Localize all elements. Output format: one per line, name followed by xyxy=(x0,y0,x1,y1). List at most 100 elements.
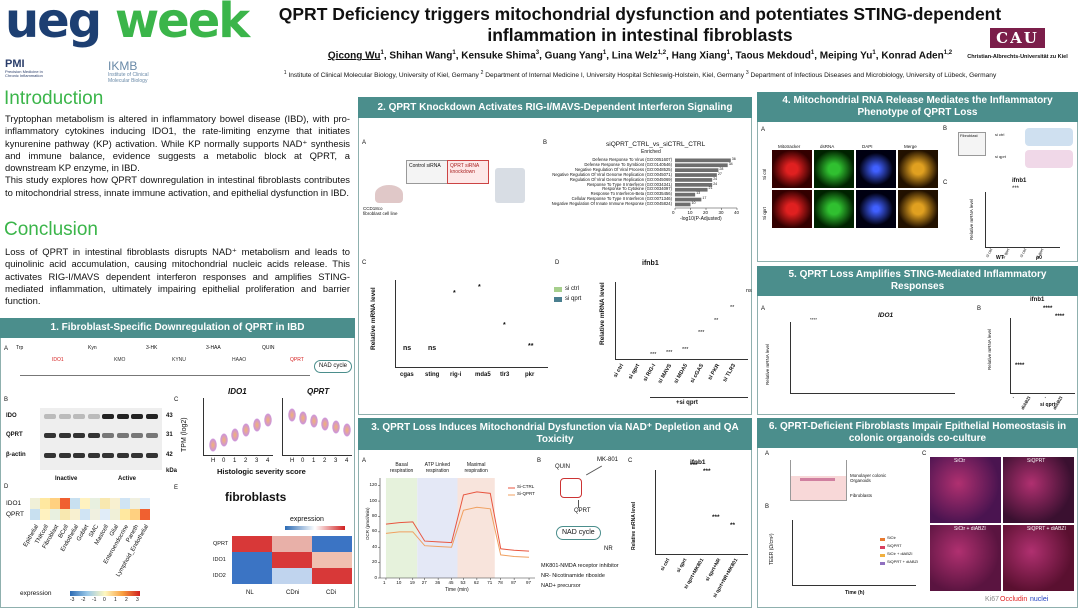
band-label: β-actin xyxy=(6,452,26,458)
micrograph xyxy=(856,190,896,228)
poster-title: QPRT Deficiency triggers mitochondrial d… xyxy=(278,4,1002,45)
organoid-layer xyxy=(800,478,835,481)
x-axis-label: Histologic severity score xyxy=(217,467,306,476)
legend-label: Si-QPRT xyxy=(517,491,535,496)
micrograph xyxy=(1003,525,1074,591)
y-axis-label: Relative mRNA level xyxy=(969,198,974,240)
band xyxy=(44,453,56,458)
schematic-plate xyxy=(1025,128,1073,146)
x-tick-label: 4 xyxy=(345,458,349,464)
panel-letter: B xyxy=(543,140,548,146)
heatmap-cell xyxy=(60,509,70,520)
x-tick-label: 10 xyxy=(396,580,402,585)
heatmap-cell xyxy=(30,509,40,520)
heatmap-cell xyxy=(110,509,120,520)
band xyxy=(145,433,158,438)
panel-letter: B xyxy=(4,397,9,403)
chart-title: ifnb1 xyxy=(690,459,706,466)
heatmap-cell xyxy=(140,498,150,509)
axes xyxy=(790,322,955,394)
intro-heading: Introduction xyxy=(4,88,104,109)
column-label: dsRNA xyxy=(820,144,835,149)
x-tick-label: 1 xyxy=(312,458,316,464)
micrograph xyxy=(772,150,812,188)
legend-title: expression xyxy=(20,590,52,597)
enzyme-label: QPRT xyxy=(290,357,304,363)
panel-letter: B xyxy=(765,504,770,510)
author-name: Konrad Aden xyxy=(881,50,944,62)
value-label: 34 xyxy=(728,161,733,166)
value-label: 27 xyxy=(717,171,722,176)
schematic-box xyxy=(958,132,986,156)
heatmap-cell xyxy=(50,498,60,509)
schematic-label: QPRT siRNA knockdown xyxy=(450,163,479,175)
significance-label: ** xyxy=(730,522,736,529)
heatmap-cell xyxy=(232,552,272,568)
column-label: Merge xyxy=(904,144,917,149)
group-label: WT xyxy=(996,255,1004,261)
axes xyxy=(1010,318,1075,394)
term-label: Response To Interferon-Beta (GO:0035456) xyxy=(590,191,672,197)
intro-paragraph: This study explores how QPRT downregulat… xyxy=(5,174,350,198)
group-label: +si qprt xyxy=(676,400,698,406)
heatmap-cell xyxy=(30,498,40,509)
logo-week: week xyxy=(114,0,250,49)
x-tick-label: 3 xyxy=(334,458,338,464)
column-label: CDi xyxy=(326,590,336,596)
panel-letter: C xyxy=(362,260,367,266)
author-sup: 1 xyxy=(872,50,876,56)
x-tick-label: 36 xyxy=(435,580,441,585)
x-tick-label: 4 xyxy=(266,458,270,464)
micrograph xyxy=(814,190,854,228)
point-cloud xyxy=(264,413,272,427)
section-header: 3. QPRT Loss Induces Mitochondrial Dysfu… xyxy=(358,418,752,450)
schematic-box xyxy=(447,160,489,184)
band xyxy=(44,433,56,438)
panel-letter: A xyxy=(4,346,9,352)
cau-name: Christian-Albrechts-Universität zu Kiel xyxy=(967,54,1068,60)
author-name: Taous Mekdoud xyxy=(735,50,811,62)
chart-title: ifnb1 xyxy=(1030,297,1045,303)
significance-label: * xyxy=(478,284,481,291)
heatmap-cell xyxy=(40,509,50,520)
affiliation-text: Department of Internal Medicine I, Unive… xyxy=(485,72,744,80)
heatmap-title: fibroblasts xyxy=(225,490,287,504)
legend-title: expression xyxy=(290,516,324,523)
x-tick-label: 10 xyxy=(687,210,693,215)
panel-letter: A xyxy=(362,140,367,146)
heatmap-cell xyxy=(140,509,150,520)
x-tick-label: 0 xyxy=(222,458,226,464)
note-text: MK801-NMDA receptor inhibitor xyxy=(541,563,619,569)
legend-swatch xyxy=(554,297,562,302)
x-tick-label: 20 xyxy=(703,210,709,215)
y-axis-label: TEER (Ω/cm²) xyxy=(769,533,775,565)
category-label: sting xyxy=(425,372,440,378)
author-sup: 1 xyxy=(452,50,456,56)
micrograph xyxy=(930,525,1001,591)
x-axis-label: -log10(P-Adjusted) xyxy=(680,216,722,222)
group-label: ρ0 xyxy=(1036,255,1042,261)
term-label: Cellular Response To Type II Interferon … xyxy=(571,196,672,202)
legend-swatch xyxy=(880,562,885,565)
affiliation-sup: 3 xyxy=(745,70,749,76)
micrograph xyxy=(814,150,854,188)
intro-text: Tryptophan metabolism is altered in infl… xyxy=(5,113,350,199)
schematic-plate xyxy=(1025,150,1073,168)
heatmap-cell xyxy=(120,498,130,509)
metabolite-label: 3-HAA xyxy=(206,345,221,351)
column-label: CDni xyxy=(286,590,300,596)
heatmap-cell xyxy=(70,509,80,520)
x-axis-label: Time (h) xyxy=(845,590,865,596)
schematic-label: si ctrl xyxy=(995,132,1005,137)
ikmb: IKMB xyxy=(108,59,138,73)
x-tick-label: 2 xyxy=(323,458,327,464)
author-sup: 1 xyxy=(602,50,607,56)
image-label: SiCtr xyxy=(954,458,966,464)
legend-label: si ctrl xyxy=(565,286,579,292)
x-tick-label: 78 xyxy=(497,580,503,585)
heatmap-cell xyxy=(232,568,272,584)
y-axis-label: Relative mRNA level xyxy=(987,328,992,370)
author-separator: , xyxy=(666,50,669,62)
legend-label: si qprt xyxy=(565,296,582,302)
heatmap-cell xyxy=(90,509,100,520)
